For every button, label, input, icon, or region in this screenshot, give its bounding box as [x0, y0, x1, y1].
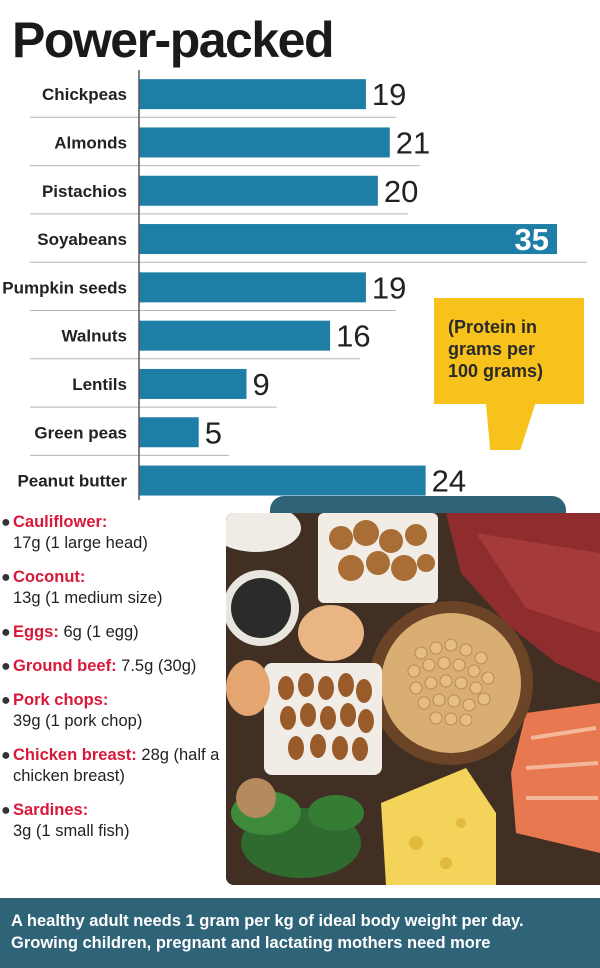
callout-line: grams per [448, 339, 536, 359]
food-detail: 39g (1 pork chop) [13, 712, 143, 730]
category-label: Pumpkin seeds [2, 278, 127, 297]
category-label: Pistachios [42, 182, 127, 201]
list-item: ● Chicken breast: 28g (half a chicken bre… [0, 745, 232, 787]
protein-bar-chart: Chickpeas 19 Almonds 21 Pistachios 20 Soyabean… [2, 70, 587, 500]
value-label: 16 [336, 319, 370, 354]
category-label: Chickpeas [42, 85, 127, 104]
list-item: ● Pork chops: 39g (1 pork chop) [0, 690, 232, 732]
list-item: ● Ground beef: 7.5g (30g) [0, 656, 232, 677]
bar-green-peas [139, 417, 199, 448]
bullet-icon: ● [1, 692, 11, 709]
footer-line: Growing children, pregnant and lactating… [11, 934, 491, 952]
footer-line: A healthy adult needs 1 gram per kg of i… [11, 912, 524, 930]
bullet-icon: ● [1, 624, 11, 641]
food-detail: 3g (1 small fish) [13, 822, 130, 840]
food-detail: 13g (1 medium size) [13, 589, 163, 607]
category-label: Soyabeans [37, 230, 127, 249]
protein-units-callout: (Protein in grams per 100 grams) [434, 298, 584, 404]
value-label: 35 [515, 222, 549, 257]
food-name: Cauliflower: [13, 513, 108, 531]
bar-walnuts [139, 320, 331, 351]
protein-foods-photo [226, 513, 600, 885]
bar-chickpeas [139, 79, 366, 110]
food-protein-list: ● Cauliflower: 17g (1 large head) ● Coconut… [0, 512, 232, 855]
callout-line: 100 grams) [448, 361, 544, 381]
bar-almonds [139, 127, 390, 158]
value-label: 21 [396, 125, 430, 160]
food-detail: 7.5g (30g) [121, 657, 197, 675]
list-item: ● Eggs: 6g (1 egg) [0, 622, 232, 643]
food-name: Chicken breast: [13, 746, 137, 764]
food-name: Ground beef: [13, 657, 117, 675]
food-detail: 6g (1 egg) [63, 623, 139, 641]
list-item: ● Coconut: 13g (1 medium size) [0, 567, 232, 609]
value-label: 19 [372, 270, 406, 305]
food-name: Sardines: [13, 801, 89, 819]
bullet-icon: ● [1, 658, 11, 675]
list-item: ● Cauliflower: 17g (1 large head) [0, 512, 232, 554]
footer-note: A healthy adult needs 1 gram per kg of i… [0, 898, 600, 968]
bullet-icon: ● [1, 802, 11, 819]
category-label: Green peas [34, 423, 127, 442]
bar-peanut-butter [139, 465, 426, 496]
category-label: Walnuts [62, 327, 127, 346]
category-label: Peanut butter [17, 472, 127, 491]
category-label: Almonds [54, 133, 127, 152]
bullet-icon: ● [1, 747, 11, 764]
page-title: Power-packed [12, 12, 335, 68]
food-name: Pork chops: [13, 691, 109, 709]
bar-pumpkin-seeds [139, 272, 366, 303]
bullet-icon: ● [1, 514, 11, 531]
bullet-icon: ● [1, 569, 11, 586]
food-illustration [226, 513, 600, 885]
value-label: 24 [432, 464, 466, 499]
food-detail: 17g (1 large head) [13, 534, 148, 552]
value-label: 9 [252, 367, 269, 402]
food-detail: 28g (half a chicken breast) [13, 746, 220, 785]
bar-pistachios [139, 175, 378, 206]
value-label: 5 [205, 415, 222, 450]
bar-soyabeans [139, 224, 557, 255]
callout-line: (Protein in [448, 317, 537, 337]
value-label: 19 [372, 77, 406, 112]
food-name: Coconut: [13, 568, 86, 586]
food-name: Eggs: [13, 623, 59, 641]
category-label: Lentils [72, 375, 127, 394]
list-item: ● Sardines: 3g (1 small fish) [0, 800, 232, 842]
value-label: 20 [384, 174, 418, 209]
bar-lentils [139, 368, 247, 399]
